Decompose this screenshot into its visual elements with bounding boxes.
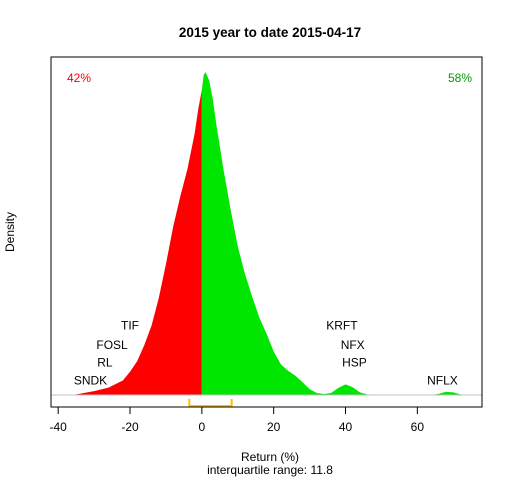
- chart-title: 2015 year to date 2015-04-17: [179, 25, 361, 40]
- annotation-krft: KRFT: [326, 319, 358, 333]
- x-tick-label: 20: [267, 420, 281, 434]
- x-tick-label: 40: [339, 420, 353, 434]
- annotation-tif: TIF: [121, 319, 139, 333]
- positive-return-area: [201, 72, 468, 395]
- annotation-sndk: SNDK: [74, 373, 107, 387]
- x-axis-label: Return (%): [241, 450, 299, 464]
- x-tick-label: -20: [121, 420, 139, 434]
- positive-share-label: 58%: [448, 71, 472, 85]
- annotation-fosl: FOSL: [96, 338, 128, 352]
- iqr-subtitle: interquartile range: 11.8: [207, 463, 333, 477]
- negative-return-area: [72, 89, 202, 395]
- annotation-hsp: HSP: [342, 356, 367, 370]
- annotation-nfx: NFX: [341, 338, 365, 352]
- annotation-nflx: NFLX: [427, 373, 458, 387]
- negative-share-label: 42%: [67, 71, 91, 85]
- y-axis-label: Density: [3, 212, 17, 252]
- x-tick-label: 0: [199, 420, 206, 434]
- iqr-bracket: [188, 399, 233, 407]
- x-tick-label: -40: [50, 420, 68, 434]
- annotation-rl: RL: [97, 356, 113, 370]
- x-tick-label: 60: [411, 420, 425, 434]
